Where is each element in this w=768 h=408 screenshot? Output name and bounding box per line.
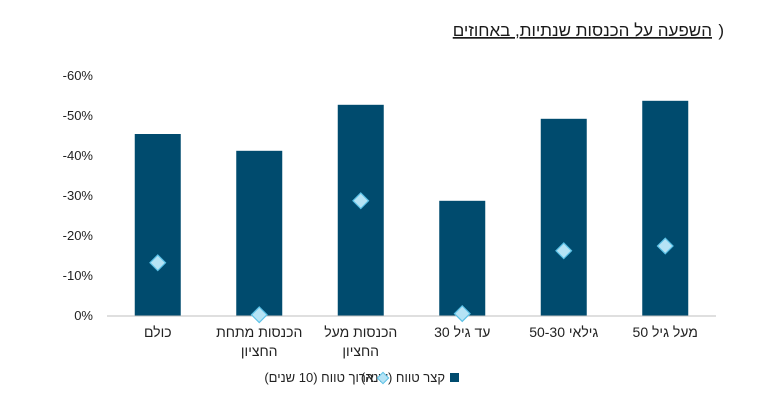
marker — [555, 242, 573, 260]
marker — [352, 192, 370, 210]
category-label: גילאי 50-30 — [529, 324, 598, 340]
category-label: עד גיל 30 — [434, 324, 490, 340]
category-label: הכנסות מתחת — [216, 324, 302, 340]
bar — [337, 104, 384, 316]
category-label: החציון — [241, 343, 278, 359]
y-tick-label: -10% — [63, 268, 94, 283]
y-axis: 0% -10% -20% -30% -40% -50% -60% — [63, 68, 94, 323]
bar — [236, 150, 283, 316]
y-tick-label: -20% — [63, 228, 94, 243]
marker — [453, 304, 471, 323]
category-label: הכנסות מעל — [324, 324, 397, 340]
marker — [656, 237, 674, 255]
marker — [250, 306, 268, 324]
category-label: כולם — [144, 324, 172, 340]
bar — [642, 100, 689, 316]
legend-label-long-term: ארוך טווח (10 שנים) — [264, 370, 374, 385]
chart-title-paren: ) — [718, 21, 724, 40]
marker-series — [149, 192, 674, 324]
y-tick-label: -30% — [63, 188, 94, 203]
bar — [134, 134, 181, 316]
bar — [439, 200, 486, 316]
y-tick-label: -60% — [63, 68, 94, 83]
x-axis-labels: כולם הכנסות מתחת החציון הכנסות מעל החציון עד … — [144, 324, 698, 359]
bar-series — [134, 100, 689, 316]
category-label: החציון — [342, 343, 379, 359]
y-tick-label: 0% — [74, 308, 93, 323]
bar — [540, 118, 587, 316]
marker — [149, 254, 167, 272]
y-tick-label: -50% — [63, 108, 94, 123]
category-label: מעל גיל 50 — [633, 324, 698, 340]
y-tick-label: -40% — [63, 148, 94, 163]
legend: קצר טווח (שנה) ארוך טווח (10 שנים) — [264, 370, 459, 385]
legend-swatch-marker — [376, 371, 390, 385]
legend-swatch-bar — [450, 373, 459, 382]
chart-title: השפעה על הכנסות שנתיות, באחוזים — [453, 21, 712, 40]
